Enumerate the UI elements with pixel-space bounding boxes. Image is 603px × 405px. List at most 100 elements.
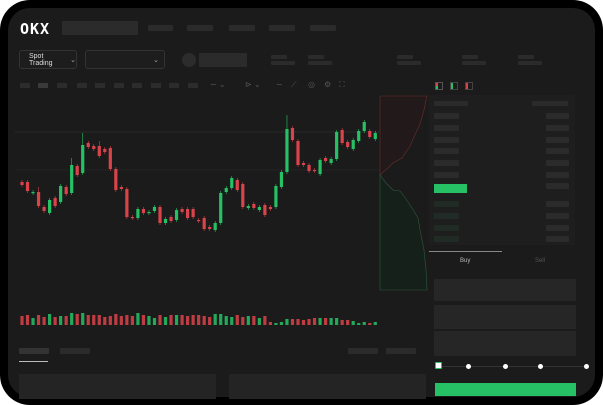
volume-bar bbox=[163, 317, 168, 325]
fullscreen-icon[interactable]: ⛶ bbox=[339, 80, 345, 89]
ask-row-size[interactable] bbox=[546, 113, 569, 119]
bid-row-size[interactable] bbox=[546, 213, 569, 219]
candle bbox=[208, 227, 212, 229]
volume-bar bbox=[230, 317, 234, 325]
slider-step-50[interactable] bbox=[503, 364, 508, 369]
bid-row-price[interactable] bbox=[434, 213, 459, 219]
candle bbox=[81, 145, 85, 173]
tab-open-orders[interactable] bbox=[19, 348, 49, 354]
interval-button[interactable] bbox=[95, 83, 105, 88]
ask-row-price[interactable] bbox=[434, 148, 459, 154]
amount-input[interactable] bbox=[434, 305, 576, 329]
ask-row-size[interactable] bbox=[546, 172, 569, 178]
candle bbox=[324, 158, 328, 161]
ask-row-size[interactable] bbox=[546, 125, 569, 131]
candle-type-icon[interactable]: ∽ ⌄ bbox=[210, 80, 226, 89]
ask-row-size[interactable] bbox=[546, 137, 569, 143]
volume-bar bbox=[147, 316, 151, 325]
slider-step-75[interactable] bbox=[538, 364, 543, 369]
interval-button[interactable] bbox=[114, 83, 124, 88]
volume-bar bbox=[268, 322, 272, 325]
amount-slider-handle[interactable] bbox=[435, 362, 442, 369]
candle bbox=[92, 146, 96, 149]
settings-icon[interactable]: ⚙ bbox=[324, 80, 332, 89]
filter-button[interactable] bbox=[386, 348, 416, 354]
volume-bar bbox=[274, 323, 278, 325]
filter-button[interactable] bbox=[348, 348, 378, 354]
volume-bar bbox=[257, 318, 261, 325]
stat-label bbox=[271, 55, 287, 59]
bid-row-size[interactable] bbox=[546, 201, 569, 207]
interval-button[interactable] bbox=[188, 83, 198, 88]
interval-button[interactable] bbox=[77, 83, 87, 88]
volume-bar bbox=[373, 322, 377, 325]
tab-buy[interactable]: Buy bbox=[460, 258, 471, 264]
candle bbox=[257, 207, 261, 210]
nav-item[interactable] bbox=[229, 25, 255, 31]
okx-logo[interactable]: OKX bbox=[20, 20, 51, 38]
total-input[interactable] bbox=[434, 331, 576, 356]
orderbook-sell-icon[interactable] bbox=[465, 82, 473, 90]
bid-row-price[interactable] bbox=[434, 225, 459, 231]
volume-bar bbox=[36, 315, 41, 325]
ask-row-price[interactable] bbox=[434, 160, 459, 166]
nav-item[interactable] bbox=[269, 25, 295, 31]
orderbook-header bbox=[532, 101, 568, 106]
nav-item[interactable] bbox=[310, 25, 336, 31]
buy-button[interactable] bbox=[435, 383, 576, 396]
nav-item[interactable] bbox=[148, 25, 173, 31]
search-bar[interactable] bbox=[62, 21, 138, 35]
candle bbox=[213, 223, 217, 230]
volume-bar bbox=[25, 315, 30, 325]
ask-row-size[interactable] bbox=[546, 160, 569, 166]
bid-row-price[interactable] bbox=[434, 236, 459, 242]
ask-row-size[interactable] bbox=[546, 148, 569, 154]
volume-bar bbox=[103, 317, 107, 325]
candle bbox=[42, 207, 46, 211]
volume-bar bbox=[158, 315, 162, 325]
ask-row-size[interactable] bbox=[546, 183, 569, 189]
volume-bar bbox=[368, 323, 372, 325]
drawing-tool-icon[interactable]: ⊳ ⌄ bbox=[245, 80, 261, 89]
interval-button[interactable] bbox=[57, 83, 67, 88]
pencil-icon[interactable]: ⟋ bbox=[291, 80, 297, 89]
tab-sell[interactable]: Sell bbox=[535, 258, 546, 264]
candle bbox=[75, 166, 79, 175]
volume-bar bbox=[31, 318, 35, 325]
spot-trading-dropdown[interactable]: Spot Trading ⌄ bbox=[19, 50, 77, 69]
camera-icon[interactable]: ◎ bbox=[308, 80, 315, 89]
tab-order-history[interactable] bbox=[60, 348, 90, 354]
candle bbox=[230, 178, 234, 188]
price-input[interactable] bbox=[434, 279, 576, 301]
ask-row-price[interactable] bbox=[434, 137, 459, 143]
slider-step-25[interactable] bbox=[466, 364, 471, 369]
interval-button[interactable] bbox=[151, 83, 161, 88]
ask-row-price[interactable] bbox=[434, 172, 459, 178]
amount-slider-track[interactable] bbox=[438, 366, 588, 367]
candle bbox=[152, 207, 157, 211]
indicator-icon[interactable]: ∼ bbox=[276, 80, 283, 89]
orderbook-buy-icon[interactable] bbox=[450, 82, 458, 90]
candle bbox=[290, 128, 295, 140]
bid-row-size[interactable] bbox=[546, 236, 569, 242]
interval-button[interactable] bbox=[132, 83, 142, 88]
candle bbox=[362, 122, 366, 131]
ask-row-price[interactable] bbox=[434, 113, 459, 119]
candle bbox=[169, 217, 173, 221]
interval-button-active[interactable] bbox=[38, 83, 48, 88]
volume-bar bbox=[64, 316, 68, 325]
volume-bar bbox=[141, 315, 146, 325]
orderbook-both-icon[interactable] bbox=[435, 82, 443, 90]
nav-item[interactable] bbox=[187, 25, 213, 31]
ask-row-price[interactable] bbox=[434, 125, 459, 131]
bid-row-size[interactable] bbox=[546, 225, 569, 231]
bid-row-price[interactable] bbox=[434, 201, 459, 207]
chevron-down-icon: ⌄ bbox=[70, 56, 76, 64]
volume-bar bbox=[296, 319, 300, 325]
pair-select[interactable]: ⌄ bbox=[85, 50, 165, 69]
interval-button[interactable] bbox=[169, 83, 179, 88]
stat-value bbox=[397, 61, 421, 65]
slider-step-100[interactable] bbox=[584, 364, 589, 369]
interval-button[interactable] bbox=[20, 83, 30, 88]
